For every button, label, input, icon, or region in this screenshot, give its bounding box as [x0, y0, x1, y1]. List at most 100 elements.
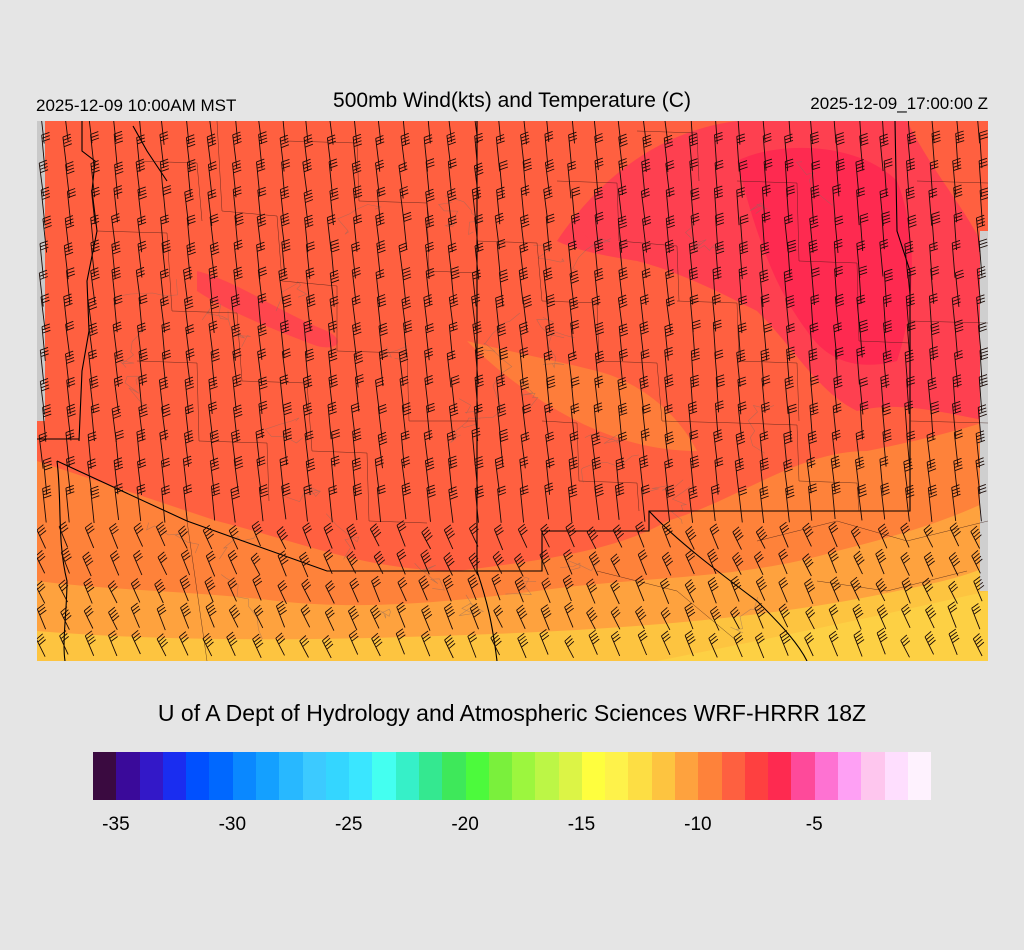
wind-barb: [715, 212, 725, 251]
wind-barb: [395, 628, 406, 655]
wind-barb: [663, 134, 674, 172]
wind-barb: [258, 121, 263, 144]
wind-barb: [736, 187, 746, 226]
wind-barb: [112, 321, 122, 359]
wind-barb: [690, 348, 700, 387]
wind-barb: [233, 266, 243, 304]
wind-barb: [739, 214, 749, 253]
wind-barb: [108, 606, 120, 631]
wind-barb: [399, 375, 409, 413]
wind-barb: [907, 266, 917, 305]
wind-barb: [690, 212, 700, 251]
contour-line: [124, 375, 150, 409]
wind-barb: [907, 214, 917, 253]
wind-barb: [378, 348, 388, 387]
wind-barb: [973, 576, 985, 602]
contour-line: [581, 454, 639, 483]
wind-barb: [63, 293, 73, 331]
wind-barb: [928, 293, 938, 332]
wind-barb: [879, 238, 889, 277]
wind-barb: [754, 632, 765, 659]
wind-barb: [448, 121, 453, 143]
wind-barb: [83, 605, 94, 629]
wind-barb: [226, 631, 238, 656]
wind-barb: [732, 526, 744, 550]
wind-barb: [734, 457, 745, 495]
wind-barb: [923, 551, 935, 577]
wind-barb: [779, 629, 791, 656]
colorbar-tick-label: -15: [567, 814, 596, 835]
wind-barb: [714, 159, 724, 198]
wind-barb: [880, 482, 890, 520]
wind-barb: [256, 213, 267, 251]
wind-barb: [60, 547, 72, 574]
wind-barb: [523, 121, 527, 145]
wind-barb: [641, 241, 652, 279]
wind-barb: [876, 627, 888, 655]
wind-barb: [114, 429, 124, 468]
county-line: [816, 570, 968, 592]
wind-barb: [759, 457, 769, 496]
colorbar-swatch: [768, 752, 792, 800]
wind-barb: [906, 375, 916, 414]
wind-barb: [952, 157, 962, 196]
wind-barb: [90, 160, 100, 198]
wind-barb: [137, 458, 147, 496]
wind-barbs: [37, 121, 988, 659]
wind-barb: [155, 521, 168, 547]
wind-barb: [114, 161, 124, 199]
wind-barb: [737, 485, 748, 523]
wind-barb: [665, 215, 675, 253]
wind-barb: [876, 604, 888, 630]
wind-barb: [114, 483, 124, 521]
state-boundaries: [37, 121, 911, 661]
county-line: [476, 240, 600, 362]
wind-barb: [231, 323, 241, 361]
wind-barb: [159, 429, 169, 467]
wind-barb: [714, 131, 723, 171]
wind-barb: [906, 158, 916, 197]
wind-barb: [882, 121, 885, 145]
wind-barb: [546, 375, 556, 413]
wind-barb: [859, 319, 869, 358]
wind-barb: [305, 458, 316, 495]
weather-map: [37, 121, 988, 661]
contour-line: [730, 597, 764, 634]
wind-barb: [594, 238, 604, 277]
contour-line: [458, 398, 478, 428]
wind-barb: [904, 349, 914, 388]
wind-barb: [617, 185, 627, 223]
county-line: [96, 230, 238, 314]
wind-barb: [859, 377, 869, 415]
wind-barb: [499, 428, 509, 467]
wind-barb: [184, 295, 194, 333]
county-line: [736, 180, 858, 264]
wind-barb: [252, 633, 264, 658]
wind-barb: [281, 482, 291, 520]
wind-barb: [329, 121, 334, 145]
wind-barb: [635, 605, 647, 630]
wind-barb: [690, 121, 694, 145]
wind-barb: [427, 121, 431, 144]
wind-barb: [208, 376, 218, 414]
wind-barb: [498, 269, 509, 307]
wind-barb: [834, 293, 845, 332]
wind-barb: [111, 241, 121, 279]
colorbar-swatch: [162, 752, 187, 800]
wind-barb: [738, 295, 748, 334]
wind-barb: [450, 375, 460, 413]
wind-barb: [520, 185, 530, 223]
colorbar-swatch: [93, 752, 117, 800]
wind-barb: [328, 320, 338, 358]
wind-barb: [258, 376, 268, 414]
wind-barb: [829, 576, 841, 602]
wind-barb: [855, 456, 865, 494]
wind-barb: [418, 575, 430, 601]
wind-barb: [133, 550, 143, 576]
wind-barb: [763, 322, 773, 361]
wind-barb: [802, 522, 814, 547]
wind-barb: [447, 215, 457, 253]
wind-barb: [709, 605, 722, 631]
wind-barb: [351, 457, 362, 496]
wind-barb: [778, 548, 789, 575]
